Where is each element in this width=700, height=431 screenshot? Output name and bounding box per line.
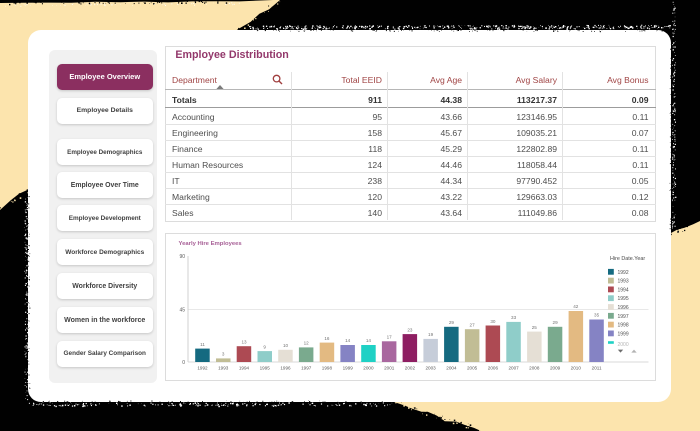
svg-text:2000: 2000: [617, 342, 628, 348]
svg-text:1996: 1996: [280, 366, 291, 371]
svg-text:9: 9: [263, 344, 266, 349]
svg-text:Hire Date.Year: Hire Date.Year: [610, 256, 645, 262]
svg-text:2004: 2004: [446, 366, 457, 371]
svg-text:2000: 2000: [363, 366, 374, 371]
svg-text:14: 14: [345, 338, 351, 343]
svg-text:45: 45: [179, 307, 185, 313]
svg-text:1993: 1993: [218, 366, 229, 371]
svg-text:1999: 1999: [617, 331, 628, 337]
svg-text:1998: 1998: [321, 366, 332, 371]
svg-text:2007: 2007: [508, 366, 519, 371]
svg-text:2005: 2005: [466, 366, 477, 371]
svg-text:12: 12: [303, 341, 309, 346]
svg-text:1994: 1994: [617, 287, 628, 293]
svg-text:1994: 1994: [238, 366, 249, 371]
svg-text:1995: 1995: [259, 366, 270, 371]
svg-text:2011: 2011: [591, 366, 601, 371]
svg-text:1997: 1997: [617, 314, 628, 320]
svg-text:1999: 1999: [342, 366, 353, 371]
svg-text:14: 14: [365, 338, 371, 343]
svg-text:33: 33: [511, 315, 517, 320]
svg-text:17: 17: [386, 335, 392, 340]
svg-text:19: 19: [428, 332, 434, 337]
svg-text:2006: 2006: [487, 366, 498, 371]
svg-text:35: 35: [594, 313, 600, 318]
svg-text:13: 13: [241, 339, 247, 344]
svg-text:23: 23: [407, 327, 413, 332]
svg-text:1997: 1997: [301, 366, 312, 371]
svg-text:2003: 2003: [425, 366, 436, 371]
svg-text:0: 0: [182, 360, 185, 366]
svg-text:1998: 1998: [617, 323, 628, 329]
svg-text:2010: 2010: [570, 366, 581, 371]
svg-text:1993: 1993: [617, 279, 628, 285]
svg-text:2001: 2001: [384, 366, 395, 371]
svg-text:10: 10: [282, 343, 288, 348]
svg-text:25: 25: [531, 325, 537, 330]
svg-text:16: 16: [324, 336, 330, 341]
svg-text:1995: 1995: [617, 296, 628, 302]
svg-text:29: 29: [448, 320, 454, 325]
svg-text:30: 30: [490, 319, 496, 324]
svg-text:2008: 2008: [529, 366, 540, 371]
svg-text:42: 42: [573, 304, 579, 309]
svg-text:29: 29: [552, 320, 558, 325]
svg-text:11: 11: [200, 342, 205, 347]
svg-text:1992: 1992: [197, 366, 208, 371]
svg-text:1996: 1996: [617, 305, 628, 311]
svg-text:2009: 2009: [549, 366, 560, 371]
svg-text:2002: 2002: [404, 366, 415, 371]
svg-text:1992: 1992: [617, 270, 628, 276]
svg-text:27: 27: [469, 322, 475, 327]
svg-text:3: 3: [221, 352, 224, 357]
svg-text:90: 90: [179, 254, 185, 260]
